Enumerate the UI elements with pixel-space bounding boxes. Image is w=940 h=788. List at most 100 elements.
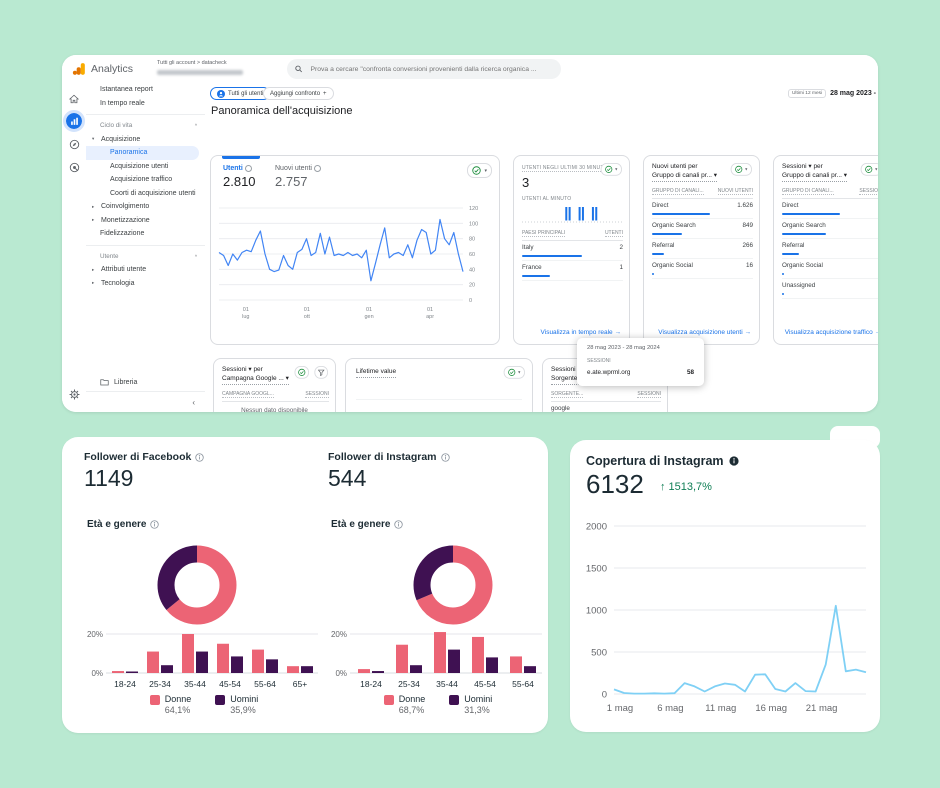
settings-gear-icon[interactable]	[66, 386, 82, 402]
folder-icon	[100, 379, 109, 386]
sidebar-item-coinvolgimento[interactable]: ▸ Coinvolgimento	[86, 200, 205, 214]
column-header[interactable]: CAMPAGNA GOOGL...	[222, 391, 274, 398]
column-header[interactable]: UTENTI	[604, 230, 623, 237]
info-icon[interactable]	[394, 520, 404, 529]
svg-text:0%: 0%	[335, 669, 347, 678]
table-row: Italy 2	[522, 241, 623, 261]
chevron-down-icon: ▾	[92, 136, 95, 142]
chevron-up-icon: ^	[194, 123, 197, 129]
table-row: Unassigned	[782, 279, 878, 299]
card-title[interactable]: Lifetime value	[356, 368, 397, 378]
arrow-right-icon: →	[874, 329, 879, 336]
tab-new-users[interactable]: Nuovi utenti 2.757	[275, 165, 321, 189]
data-quality-dropdown[interactable]: ▾	[601, 163, 622, 176]
active-metric-indicator	[222, 156, 260, 159]
column-header[interactable]: SESSIONI	[637, 391, 661, 398]
table-header: PAESI PRINCIPALI UTENTI	[522, 228, 623, 241]
realtime-link[interactable]: Visualizza in tempo reale →	[540, 329, 621, 336]
breadcrumb[interactable]: Tutti gli account > datacheck	[157, 60, 227, 66]
explore-icon[interactable]	[66, 136, 82, 152]
svg-text:18-24: 18-24	[114, 679, 136, 689]
row-value: 849	[742, 222, 753, 229]
tab-users[interactable]: Utenti 2.810	[223, 165, 256, 189]
sidebar-item-acquisizione[interactable]: ▾ Acquisizione	[86, 133, 205, 147]
card-title[interactable]: Sessioni ▾ per Campagna Google ... ▾	[222, 366, 289, 385]
date-range-selector[interactable]: Ultimi 12 mesi 28 mag 2023 -	[787, 87, 876, 100]
sidebar-item-tecnologia[interactable]: ▸ Tecnologia	[86, 277, 205, 291]
svg-text:1 mag: 1 mag	[607, 703, 633, 714]
svg-text:0%: 0%	[91, 669, 103, 678]
card-title[interactable]: Nuovi utenti per Gruppo di canali pr... …	[652, 163, 718, 182]
sidebar-collapse-icon[interactable]: ‹	[192, 398, 195, 407]
card-title[interactable]: Sessioni ▾ per Sorgente...	[551, 366, 592, 385]
table-row: google	[551, 402, 661, 412]
new-users-link[interactable]: Visualizza acquisizione utenti →	[658, 329, 751, 336]
column-header[interactable]: SORGENTE...	[551, 391, 584, 398]
svg-text:01: 01	[243, 307, 249, 313]
date-range-label: 28 mag 2023 -	[830, 90, 876, 97]
instagram-followers-value: 544	[328, 465, 367, 491]
row-bar	[782, 213, 840, 215]
facebook-legend: Donne 64,1% Uomini 35,9%	[84, 694, 324, 715]
arrow-up-icon: ↑	[660, 481, 666, 493]
all-users-chip[interactable]: Tutti gli utenti	[210, 87, 271, 100]
table-row: Direct 1.626	[652, 199, 753, 219]
sessions-channel-card: Sessioni ▾ per Gruppo di canali pr... ▾ …	[773, 155, 878, 345]
data-quality-dropdown[interactable]: ▾	[861, 163, 878, 176]
plus-icon: +	[323, 90, 327, 97]
realtime-card: UTENTI NEGLI ULTIMI 30 MINUTI ▾ 3 UTENTI…	[513, 155, 630, 345]
instagram-gender-donut	[413, 545, 493, 625]
sidebar-item-acquisizione-traffico[interactable]: Acquisizione traffico	[86, 173, 205, 187]
data-quality-dropdown[interactable]: ▾	[731, 163, 752, 176]
sidebar-item-attributi-utente[interactable]: ▸ Attributi utente	[86, 263, 205, 277]
column-header[interactable]: PAESI PRINCIPALI	[522, 230, 566, 237]
sidebar-item-acquisizione-utenti[interactable]: Acquisizione utenti	[86, 160, 205, 174]
row-bar	[782, 253, 800, 255]
column-header[interactable]: SESSIONI	[305, 391, 329, 398]
sidebar-item-coorti-di-acquisizione-utenti[interactable]: Coorti di acquisizione utenti	[86, 187, 205, 201]
info-filled-icon[interactable]	[728, 456, 739, 466]
home-icon[interactable]	[66, 91, 82, 107]
sidebar-item-library[interactable]: Libreria	[100, 378, 137, 386]
data-quality-dropdown[interactable]: ▾	[467, 163, 492, 178]
sidebar-item-utente[interactable]: Utente ^	[86, 250, 205, 264]
search-input[interactable]	[308, 64, 553, 74]
row-bar	[782, 293, 784, 295]
sidebar-item-in-tempo-reale[interactable]: In tempo reale	[86, 97, 205, 111]
legend-label: Uomini	[230, 694, 259, 704]
add-comparison-chip[interactable]: Aggiungi confronto +	[263, 87, 334, 100]
card-title[interactable]: Sessioni ▾ per Gruppo di canali pr... ▾	[782, 163, 848, 182]
sidebar-item-panoramica[interactable]: Panoramica	[86, 146, 199, 160]
row-bar	[652, 273, 654, 275]
column-header[interactable]: SESSIONI	[859, 188, 878, 195]
search-bar[interactable]	[287, 59, 561, 79]
row-label: Organic Search	[652, 222, 696, 229]
row-label: Organic Social	[652, 262, 693, 269]
filter-badge[interactable]	[314, 366, 328, 379]
advertising-icon[interactable]	[66, 159, 82, 175]
sessions-link[interactable]: Visualizza acquisizione traffico →	[785, 329, 878, 336]
reports-icon[interactable]	[63, 110, 85, 132]
analytics-window: Analytics Tutti gli account > datacheck	[62, 55, 878, 412]
check-circle-icon	[298, 368, 306, 376]
data-quality-dropdown[interactable]: ▾	[504, 366, 525, 379]
svg-text:500: 500	[591, 648, 607, 659]
tooltip-row-label: e.ate.wprml.org	[587, 369, 631, 376]
sidebar-divider	[86, 244, 205, 246]
per-minute-label: UTENTI AL MINUTO	[522, 196, 572, 202]
info-icon[interactable]	[440, 452, 450, 462]
reach-delta: ↑ 1513,7%	[660, 481, 712, 493]
column-header[interactable]: GRUPPO DI CANALI...	[782, 188, 834, 195]
age-gender-title: Età e genere	[87, 519, 160, 530]
sidebar-item-monetizzazione[interactable]: ▸ Monetizzazione	[86, 214, 205, 228]
column-header[interactable]: NUOVI UTENTI	[717, 188, 753, 195]
lifetime-value-card: Lifetime value ▾	[345, 358, 533, 412]
sidebar-item-fidelizzazione[interactable]: Fidelizzazione	[86, 227, 205, 241]
check-circle-icon	[472, 166, 482, 175]
info-icon[interactable]	[150, 520, 160, 529]
info-icon[interactable]	[195, 452, 205, 462]
data-quality-badge[interactable]	[294, 366, 309, 379]
sidebar-item-istantanea-report[interactable]: Istantanea report	[86, 83, 205, 97]
column-header[interactable]: GRUPPO DI CANALI...	[652, 188, 704, 195]
sidebar-item-ciclo-di-vita[interactable]: Ciclo di vita ^	[86, 119, 205, 133]
